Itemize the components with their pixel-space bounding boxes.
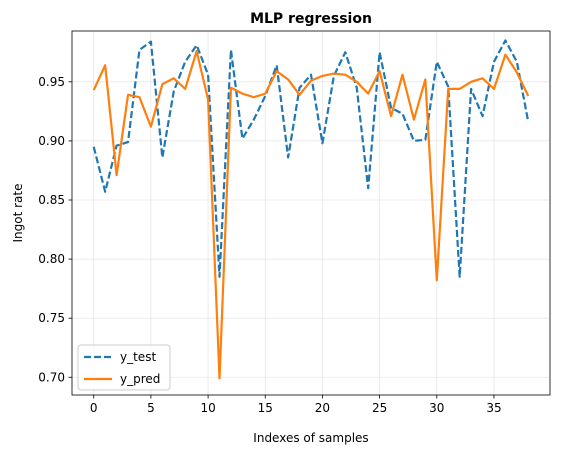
y-tick-label: 0.95 bbox=[38, 75, 65, 89]
y-tick-label: 0.90 bbox=[38, 134, 65, 148]
x-tick-label: 20 bbox=[315, 401, 330, 415]
x-axis-label: Indexes of samples bbox=[253, 431, 368, 445]
legend-label-y-test: y_test bbox=[120, 350, 156, 364]
y-tick-label: 0.70 bbox=[38, 370, 65, 384]
y-axis: 0.70 0.75 0.80 0.85 0.90 0.95 bbox=[38, 75, 72, 384]
x-tick-label: 0 bbox=[90, 401, 98, 415]
plot-frame bbox=[71, 30, 551, 396]
legend: y_test y_pred bbox=[77, 344, 171, 391]
x-tick-label: 35 bbox=[486, 401, 501, 415]
x-tick-label: 10 bbox=[200, 401, 215, 415]
series-line-y-test bbox=[92, 39, 530, 278]
series-line-y-pred bbox=[92, 49, 530, 380]
x-tick-label: 15 bbox=[258, 401, 273, 415]
x-tick-label: 25 bbox=[372, 401, 387, 415]
legend-label-y-pred: y_pred bbox=[120, 372, 160, 386]
y-tick-label: 0.80 bbox=[38, 252, 65, 266]
series-layer bbox=[92, 39, 530, 380]
y-tick-label: 0.75 bbox=[38, 311, 65, 325]
x-tick-label: 5 bbox=[147, 401, 155, 415]
y-axis-label: Ingot rate bbox=[11, 184, 25, 243]
y-tick-label: 0.85 bbox=[38, 193, 65, 207]
x-axis: 0 5 10 15 20 25 30 35 bbox=[90, 395, 502, 415]
x-tick-label: 30 bbox=[429, 401, 444, 415]
chart-title: MLP regression bbox=[250, 11, 372, 27]
